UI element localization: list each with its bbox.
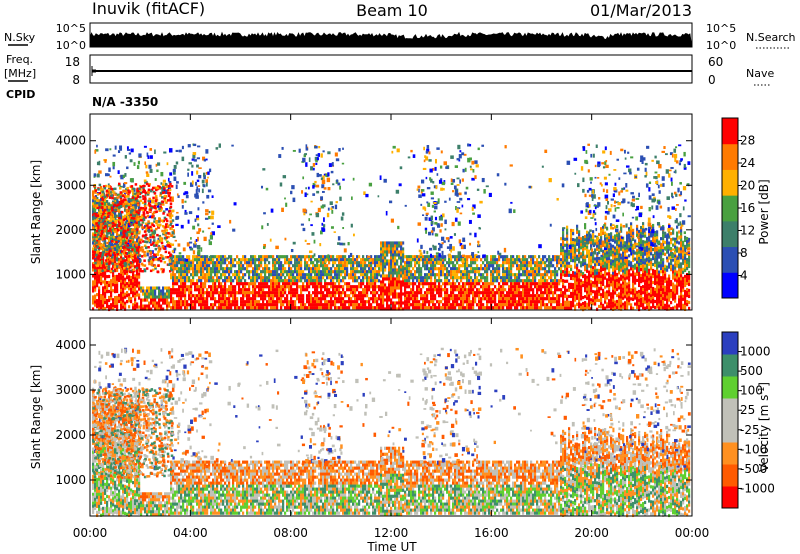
velocity-ylabel: Slant Range [km]: [29, 365, 43, 469]
power-colorbar: 28 24 20 16 12 8 4: [721, 117, 755, 299]
x-axis: 00:00 04:00 08:00 12:00 16:00 20:00 00:00: [73, 114, 710, 540]
colorbar-tick-label: 12: [740, 224, 755, 238]
y-tick-label: 4000: [55, 134, 86, 148]
freq-tick-bottom: 8: [72, 73, 80, 87]
freq-label: Freq.: [6, 53, 33, 66]
x-tick-label: 00:00: [675, 526, 710, 540]
date-title: 01/Mar/2013: [590, 1, 692, 20]
power-colorbar-label: Power [dB]: [757, 179, 771, 244]
colorbar-segment: [722, 246, 738, 273]
velocity-colorbar-label: Velocity [m s-1]: [757, 382, 771, 472]
colorbar-segment: [722, 442, 738, 465]
nsky-trace: [89, 31, 693, 48]
y-tick-label: 3000: [55, 178, 86, 192]
freq-tick-top: 18: [65, 55, 80, 69]
power-panel: 4000 3000 2000 1000 Slant Range [km]: [29, 113, 693, 312]
nsky-tick-top: 10^5: [56, 22, 86, 35]
cpid-label: CPID: [6, 88, 35, 101]
y-tick-label: 1000: [55, 267, 86, 281]
x-tick-label: 16:00: [474, 526, 509, 540]
colorbar-tick-label: -500: [740, 462, 767, 476]
x-tick-label: 20:00: [574, 526, 609, 540]
nave-tick-top: 60: [708, 55, 723, 69]
colorbar-tick-label: 20: [740, 179, 755, 193]
colorbar-segment: [722, 118, 738, 145]
x-tick-label: 04:00: [173, 526, 208, 540]
colorbar-segment: [722, 143, 738, 170]
y-tick-label: 4000: [55, 338, 86, 352]
colorbar-tick-label: 500: [740, 364, 763, 378]
nave-tick-bottom: 0: [708, 73, 716, 87]
x-tick-label: 12:00: [374, 526, 409, 540]
freq-unit-label: [MHz]: [4, 67, 36, 80]
y-tick-label: 2000: [55, 428, 86, 442]
velocity-panel: 4000 3000 2000 1000 Slant Range [km]: [29, 317, 693, 518]
colorbar-segment: [722, 376, 738, 399]
cpid-value: N/A -3350: [92, 95, 158, 109]
station-title: Inuvik (fitACF): [92, 0, 205, 18]
x-axis-label: Time UT: [366, 540, 417, 554]
colorbar-tick-label: 8: [740, 246, 748, 260]
beam-title: Beam 10: [356, 1, 428, 20]
colorbar-tick-label: -1000: [740, 481, 775, 495]
x-tick-label: 08:00: [273, 526, 308, 540]
nsearch-tick-top: 10^5: [706, 22, 736, 35]
colorbar-tick-label: 25: [740, 403, 755, 417]
colorbar-tick-label: 28: [740, 134, 755, 148]
colorbar-segment: [722, 272, 738, 299]
nsky-tick-bottom: 10^0: [56, 39, 86, 52]
colorbar-tick-label: 100: [740, 384, 763, 398]
colorbar-segment: [722, 486, 738, 509]
power-ylabel: Slant Range [km]: [29, 160, 43, 264]
colorbar-tick-label: 4: [740, 269, 748, 283]
colorbar-tick-label: -100: [740, 442, 767, 456]
nave-label: Nave: [746, 67, 774, 80]
nsearch-label: N.Search: [746, 31, 796, 44]
nsky-label: N.Sky: [4, 31, 36, 44]
y-tick-label: 2000: [55, 223, 86, 237]
colorbar-segment: [722, 220, 738, 248]
colorbar-segment: [722, 332, 738, 355]
nsearch-tick-bottom: 10^0: [706, 39, 736, 52]
y-tick-label: 1000: [55, 473, 86, 487]
colorbar-tick-label: 1000: [740, 345, 771, 359]
colorbar-tick-label: 16: [740, 201, 755, 215]
colorbar-segment: [722, 169, 738, 196]
velocity-colorbar: 1000 500 100 25 -25 -100 -500 -1000: [721, 331, 775, 509]
colorbar-tick-label: -25: [740, 423, 760, 437]
sky-panel: N.Sky 10^5 10^0 10^5 10^0 N.Search: [4, 22, 796, 52]
colorbar-segment: [722, 354, 738, 377]
y-tick-label: 3000: [55, 383, 86, 397]
x-tick-label: 00:00: [73, 526, 108, 540]
colorbar-segment: [722, 420, 738, 443]
colorbar-segment: [722, 398, 738, 421]
colorbar-tick-label: 24: [740, 156, 755, 170]
colorbar-segment: [722, 195, 738, 222]
colorbar-segment: [722, 464, 738, 487]
freq-panel: Freq. [MHz] 18 8 60 0 Nave: [4, 53, 774, 87]
